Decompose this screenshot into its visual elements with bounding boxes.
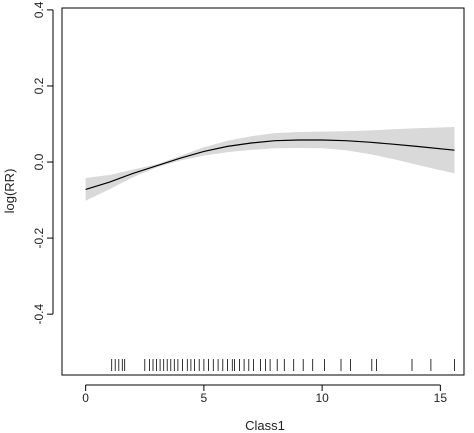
x-axis: 0 5 10 15: [82, 384, 448, 405]
x-tick-label: 0: [82, 391, 89, 405]
y-tick-label: 0.2: [32, 77, 46, 94]
confidence-band-layer: [85, 127, 455, 201]
y-tick-label: -0.2: [32, 227, 46, 248]
rug-layer: [111, 359, 455, 371]
y-tick-label: 0.0: [32, 153, 46, 170]
confidence-band: [85, 127, 455, 201]
y-axis: -0.4 -0.2 0.0 0.2 0.4: [32, 1, 54, 325]
y-tick-label: -0.4: [32, 304, 46, 325]
estimate-line-layer: [85, 139, 455, 190]
plot-frame: [61, 7, 465, 376]
x-tick-label: 5: [201, 391, 208, 405]
x-tick-label: 10: [315, 391, 329, 405]
estimate-line: [85, 139, 455, 190]
y-axis-label: log(RR): [2, 169, 17, 214]
y-tick-label: 0.4: [32, 1, 46, 18]
x-tick-label: 15: [434, 391, 448, 405]
x-axis-label: Class1: [245, 418, 285, 433]
